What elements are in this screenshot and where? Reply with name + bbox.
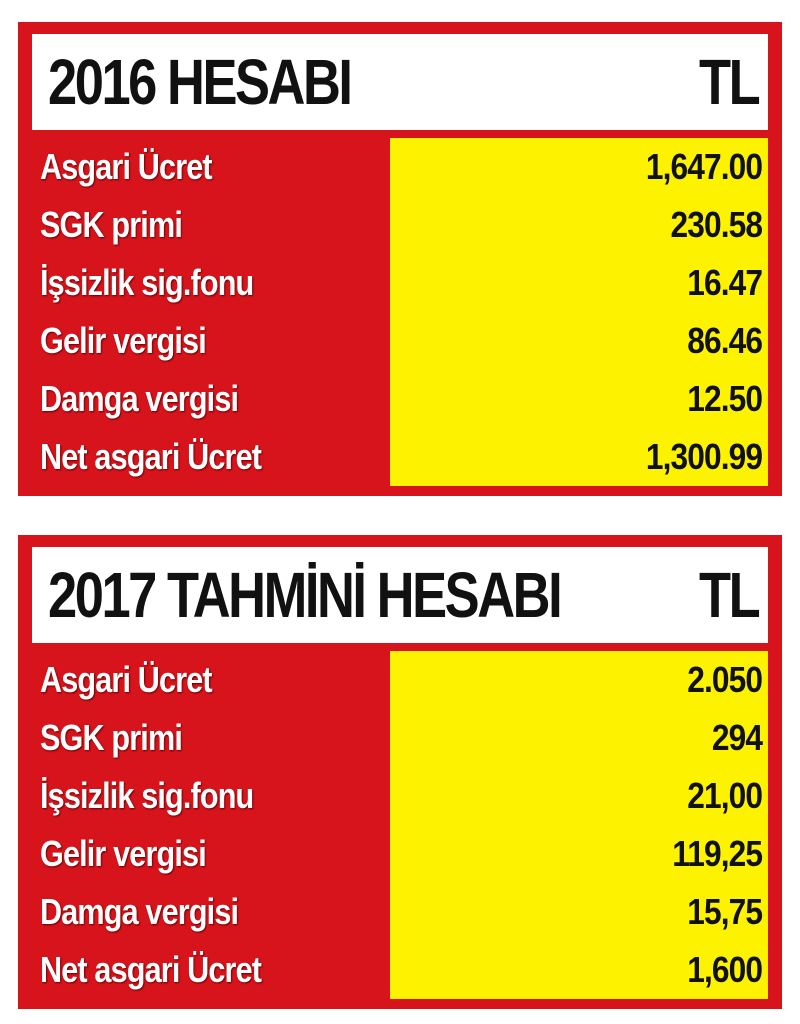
row-value-cell: 15,75 — [390, 883, 768, 941]
table-row: Damga vergisi 12.50 — [32, 370, 768, 428]
table-row: Gelir vergisi 119,25 — [32, 825, 768, 883]
row-value: 294 — [711, 717, 763, 758]
unit-label: TL — [698, 46, 761, 118]
row-label: Gelir vergisi — [40, 320, 207, 361]
table-rows: Asgari Ücret 1,647.00 SGK primi 230.58 İşsiz… — [32, 138, 768, 486]
row-label: İşsizlik sig.fonu — [40, 775, 254, 816]
row-label-cell: Net asgari Ücret — [32, 428, 390, 486]
table-header: 2016 HESABI TL — [32, 34, 768, 130]
row-label-cell: Damga vergisi — [32, 883, 390, 941]
table-row: Asgari Ücret 2.050 — [32, 651, 768, 709]
table-rows: Asgari Ücret 2.050 SGK primi 294 İşsizlik si… — [32, 651, 768, 999]
row-value-cell: 1,600 — [390, 941, 768, 999]
row-label: Net asgari Ücret — [40, 436, 262, 477]
row-label-cell: İşsizlik sig.fonu — [32, 254, 390, 312]
row-value: 21,00 — [687, 775, 763, 816]
table-box: 2017 TAHMİNİ HESABI TL Asgari Ücret 2.050 SG… — [18, 535, 782, 1009]
row-label-cell: Asgari Ücret — [32, 138, 390, 196]
table-row: Asgari Ücret 1,647.00 — [32, 138, 768, 196]
table-row: İşsizlik sig.fonu 21,00 — [32, 767, 768, 825]
row-value-cell: 2.050 — [390, 651, 768, 709]
table-row: İşsizlik sig.fonu 16.47 — [32, 254, 768, 312]
table-row: Net asgari Ücret 1,300.99 — [32, 428, 768, 486]
row-value-cell: 1,300.99 — [390, 428, 768, 486]
table-title: 2017 TAHMİNİ HESABI — [48, 559, 563, 631]
row-value: 2.050 — [687, 659, 763, 700]
table-header: 2017 TAHMİNİ HESABI TL — [32, 547, 768, 643]
row-label: Damga vergisi — [40, 891, 239, 932]
row-label: Asgari Ücret — [40, 146, 213, 187]
table-row: Net asgari Ücret 1,600 — [32, 941, 768, 999]
row-value: 119,25 — [672, 833, 763, 874]
table-box: 2016 HESABI TL Asgari Ücret 1,647.00 SGK pri… — [18, 22, 782, 496]
row-value: 15,75 — [687, 891, 763, 932]
row-value-cell: 119,25 — [390, 825, 768, 883]
row-label: Net asgari Ücret — [40, 949, 262, 990]
row-value: 1,600 — [687, 949, 763, 990]
row-value: 86.46 — [687, 320, 763, 361]
table-row: Damga vergisi 15,75 — [32, 883, 768, 941]
row-label-cell: İşsizlik sig.fonu — [32, 767, 390, 825]
row-value-cell: 21,00 — [390, 767, 768, 825]
row-value: 16.47 — [687, 262, 763, 303]
row-label: Asgari Ücret — [40, 659, 213, 700]
table-row: SGK primi 230.58 — [32, 196, 768, 254]
row-label-cell: Gelir vergisi — [32, 312, 390, 370]
row-value: 12.50 — [687, 378, 763, 419]
row-value-cell: 1,647.00 — [390, 138, 768, 196]
unit-label: TL — [698, 559, 761, 631]
row-value: 230.58 — [670, 204, 762, 245]
row-label: Gelir vergisi — [40, 833, 207, 874]
row-label-cell: SGK primi — [32, 196, 390, 254]
row-label-cell: Gelir vergisi — [32, 825, 390, 883]
row-label: SGK primi — [40, 717, 183, 758]
row-value: 1,647.00 — [645, 146, 763, 187]
row-value: 1,300.99 — [645, 436, 763, 477]
row-label-cell: Asgari Ücret — [32, 651, 390, 709]
table-row: Gelir vergisi 86.46 — [32, 312, 768, 370]
row-label-cell: SGK primi — [32, 709, 390, 767]
row-value-cell: 294 — [390, 709, 768, 767]
table-title: 2016 HESABI — [48, 46, 353, 118]
row-label: Damga vergisi — [40, 378, 239, 419]
row-value-cell: 12.50 — [390, 370, 768, 428]
row-value-cell: 16.47 — [390, 254, 768, 312]
row-value-cell: 230.58 — [390, 196, 768, 254]
row-label: SGK primi — [40, 204, 183, 245]
row-label-cell: Net asgari Ücret — [32, 941, 390, 999]
row-label: İşsizlik sig.fonu — [40, 262, 254, 303]
row-value-cell: 86.46 — [390, 312, 768, 370]
table-row: SGK primi 294 — [32, 709, 768, 767]
row-label-cell: Damga vergisi — [32, 370, 390, 428]
